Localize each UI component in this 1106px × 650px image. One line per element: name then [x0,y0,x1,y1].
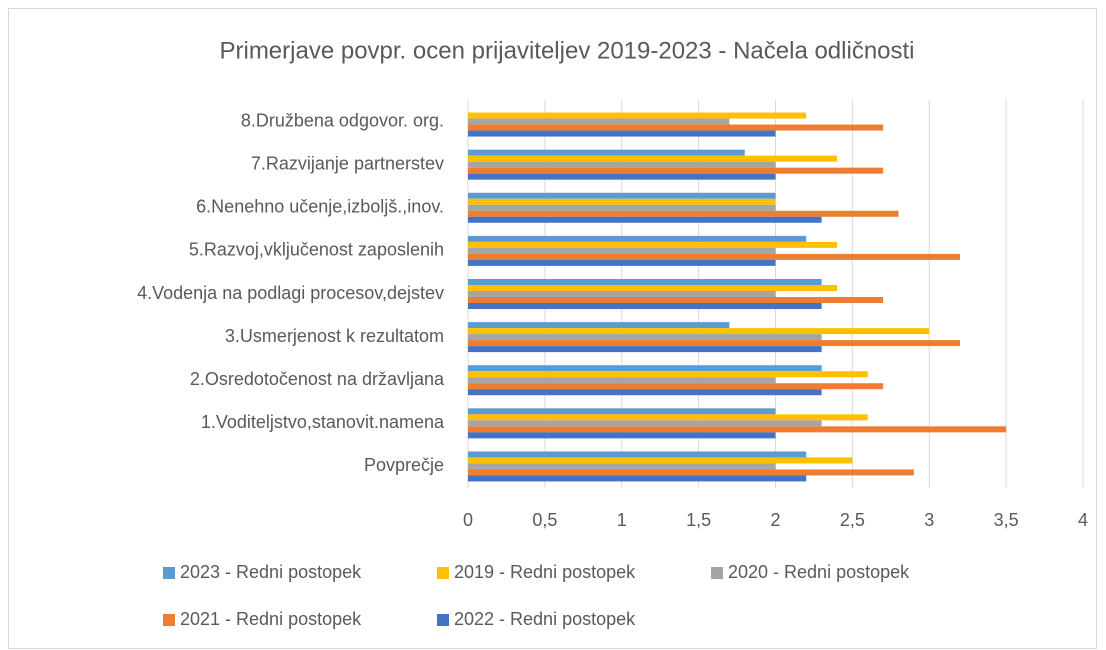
bar [468,130,776,137]
y-tick-label: 1.Voditeljstvo,stanovit.namena [201,412,445,432]
bar [468,303,822,309]
legend-swatch [163,614,175,626]
bar [468,383,884,390]
bar [468,328,930,335]
y-tick-label: Povprečje [364,455,444,475]
bar [468,241,837,248]
bar [468,253,960,260]
bar [468,432,776,439]
legend-swatch [437,614,449,626]
legend-label: 2021 - Redni postopek [180,609,362,629]
legend-swatch [711,567,723,579]
bar [468,414,868,421]
bar [468,420,822,427]
legend-label: 2019 - Redni postopek [454,562,636,582]
bar [468,279,822,285]
x-tick-label: 2 [770,510,780,530]
bar [468,235,807,242]
bar [468,463,776,470]
bar [468,346,822,353]
bar [468,426,1007,433]
bar [468,377,776,384]
legend-label: 2020 - Redni postopek [728,562,910,582]
bar [468,365,822,372]
bar [468,371,868,378]
x-tick-label: 1,5 [686,510,711,530]
bar [468,259,776,266]
x-tick-label: 3 [924,510,934,530]
x-tick-label: 0,5 [532,510,557,530]
bar [468,291,776,297]
bar [468,297,884,303]
y-tick-label: 2.Osredotočenost na državljana [190,369,445,389]
bar [468,340,960,347]
bar [468,475,807,482]
y-tick-label: 3.Usmerjenost k rezultatom [225,326,444,346]
bar [468,155,837,162]
bar [468,149,745,156]
bar [468,285,837,291]
bar [468,161,776,168]
bar [468,210,899,217]
y-tick-label: 5.Razvoj,vključenost zaposlenih [189,240,444,260]
legend-label: 2022 - Redni postopek [454,609,636,629]
legend-swatch [163,567,175,579]
bar [468,389,822,396]
bar [468,192,776,199]
bar [468,118,730,125]
x-tick-label: 0 [463,510,473,530]
bar [468,216,822,223]
bar [468,469,914,476]
bar [468,112,807,119]
x-tick-label: 3,5 [994,510,1019,530]
legend-swatch [437,567,449,579]
chart-title: Primerjave povpr. ocen prijaviteljev 201… [219,37,914,64]
y-tick-label: 6.Nenehno učenje,izboljš.,inov. [196,197,444,217]
bar [468,451,807,458]
bar [468,322,730,329]
legend-label: 2023 - Redni postopek [180,562,362,582]
bar [468,457,853,464]
bar [468,204,776,211]
bar [468,124,884,131]
x-tick-label: 4 [1078,510,1088,530]
bar [468,173,776,180]
y-tick-label: 4.Vodenja na podlagi procesov,dejstev [137,283,444,303]
bar [468,198,776,205]
x-tick-label: 2,5 [840,510,865,530]
y-tick-label: 8.Družbena odgovor. org. [241,110,444,130]
bar [468,408,776,415]
bar [468,247,776,254]
y-tick-label: 7.Razvijanje partnerstev [251,153,444,173]
x-tick-label: 1 [617,510,627,530]
bar [468,334,822,341]
bar [468,167,884,174]
